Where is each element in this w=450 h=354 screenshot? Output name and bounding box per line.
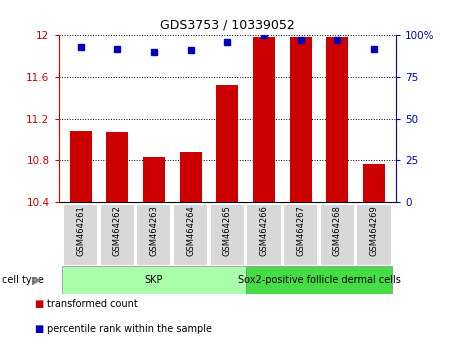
Bar	[106, 132, 128, 202]
Text: Sox2-positive follicle dermal cells: Sox2-positive follicle dermal cells	[238, 275, 400, 285]
Text: cell type: cell type	[2, 275, 44, 285]
Text: SKP: SKP	[144, 275, 163, 285]
Bar	[63, 204, 98, 266]
Bar	[69, 131, 91, 202]
Bar	[283, 204, 318, 266]
Bar	[216, 85, 238, 202]
Text: GSM464265: GSM464265	[223, 205, 232, 256]
Bar	[99, 204, 135, 266]
Bar	[356, 204, 392, 266]
Bar	[143, 157, 165, 202]
Text: GSM464262: GSM464262	[112, 205, 122, 256]
Text: GSM464263: GSM464263	[149, 205, 158, 256]
Bar	[180, 152, 202, 202]
Bar	[136, 204, 171, 266]
Text: GSM464264: GSM464264	[186, 205, 195, 256]
Text: ■: ■	[34, 299, 43, 309]
Text: transformed count: transformed count	[47, 299, 138, 309]
Bar	[326, 38, 348, 202]
Text: GSM464266: GSM464266	[260, 205, 269, 256]
Bar	[246, 266, 392, 294]
Bar	[173, 204, 208, 266]
Text: ■: ■	[34, 324, 43, 334]
Text: GSM464269: GSM464269	[369, 205, 378, 256]
Bar	[320, 204, 355, 266]
Bar	[290, 38, 311, 202]
Text: GSM464267: GSM464267	[296, 205, 305, 256]
Text: percentile rank within the sample: percentile rank within the sample	[47, 324, 212, 334]
Bar	[62, 266, 246, 294]
Bar	[246, 204, 282, 266]
Bar	[210, 204, 245, 266]
Bar	[253, 38, 275, 202]
Text: GSM464268: GSM464268	[333, 205, 342, 256]
Title: GDS3753 / 10339052: GDS3753 / 10339052	[160, 18, 295, 32]
Bar	[363, 164, 385, 202]
Text: GSM464261: GSM464261	[76, 205, 85, 256]
Text: ▶: ▶	[34, 275, 41, 285]
